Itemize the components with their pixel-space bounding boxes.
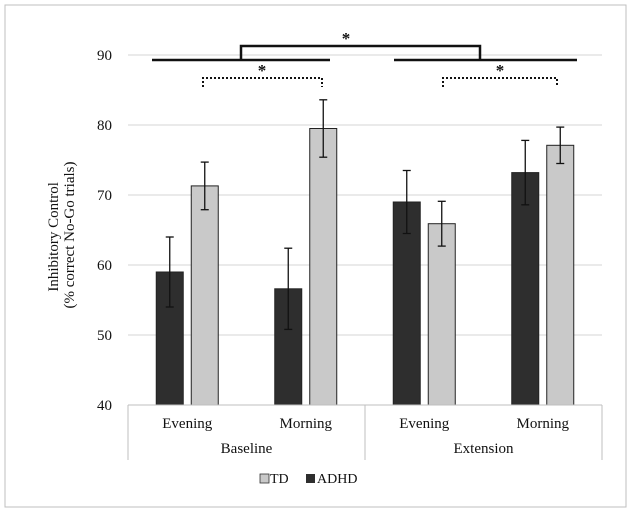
extension-td-bracket bbox=[442, 77, 558, 87]
y-axis-label-line-1: Inhibitory Control bbox=[46, 182, 62, 292]
legend-label-adhd: ADHD bbox=[317, 472, 357, 487]
error-bars bbox=[165, 99, 565, 331]
sig-star-main: * bbox=[342, 29, 351, 48]
x-group-label: Extension bbox=[454, 441, 514, 457]
x-axis bbox=[127, 404, 603, 460]
y-axis-label: Inhibitory Control (% correct No-Go tria… bbox=[46, 161, 78, 308]
x-group-label: Baseline bbox=[221, 441, 273, 457]
y-tick-label: 40 bbox=[97, 398, 112, 414]
x-category-label: Evening bbox=[399, 416, 449, 432]
y-tick-label: 90 bbox=[97, 48, 112, 64]
legend-swatch-adhd bbox=[306, 474, 315, 483]
x-category-label: Morning bbox=[280, 416, 333, 432]
bars bbox=[155, 128, 575, 406]
baseline-td-bracket bbox=[202, 77, 323, 87]
significance-annotations: * * * bbox=[152, 29, 577, 87]
x-category-label: Morning bbox=[517, 416, 570, 432]
sig-star-baseline: * bbox=[258, 61, 267, 80]
bar-td bbox=[546, 144, 575, 406]
bar-td bbox=[427, 223, 456, 406]
y-tick-label: 70 bbox=[97, 188, 112, 204]
x-category-label: Evening bbox=[162, 416, 212, 432]
y-axis-label-line-2: (% correct No-Go trials) bbox=[62, 161, 78, 308]
bar-td bbox=[309, 128, 338, 406]
sig-star-extension: * bbox=[496, 61, 505, 80]
y-tick-label: 50 bbox=[97, 328, 112, 344]
legend: TD ADHD bbox=[259, 472, 357, 487]
main-comparison-bracket bbox=[239, 44, 482, 60]
legend-label-td: TD bbox=[270, 472, 289, 487]
y-tick-label: 60 bbox=[97, 258, 112, 274]
bar-adhd bbox=[511, 172, 540, 406]
y-tick-label: 80 bbox=[97, 118, 112, 134]
y-tick-labels: 40 50 60 70 80 90 bbox=[97, 48, 112, 414]
chart-border bbox=[4, 4, 627, 508]
bar-td bbox=[190, 185, 219, 406]
legend-swatch-td bbox=[259, 473, 270, 484]
